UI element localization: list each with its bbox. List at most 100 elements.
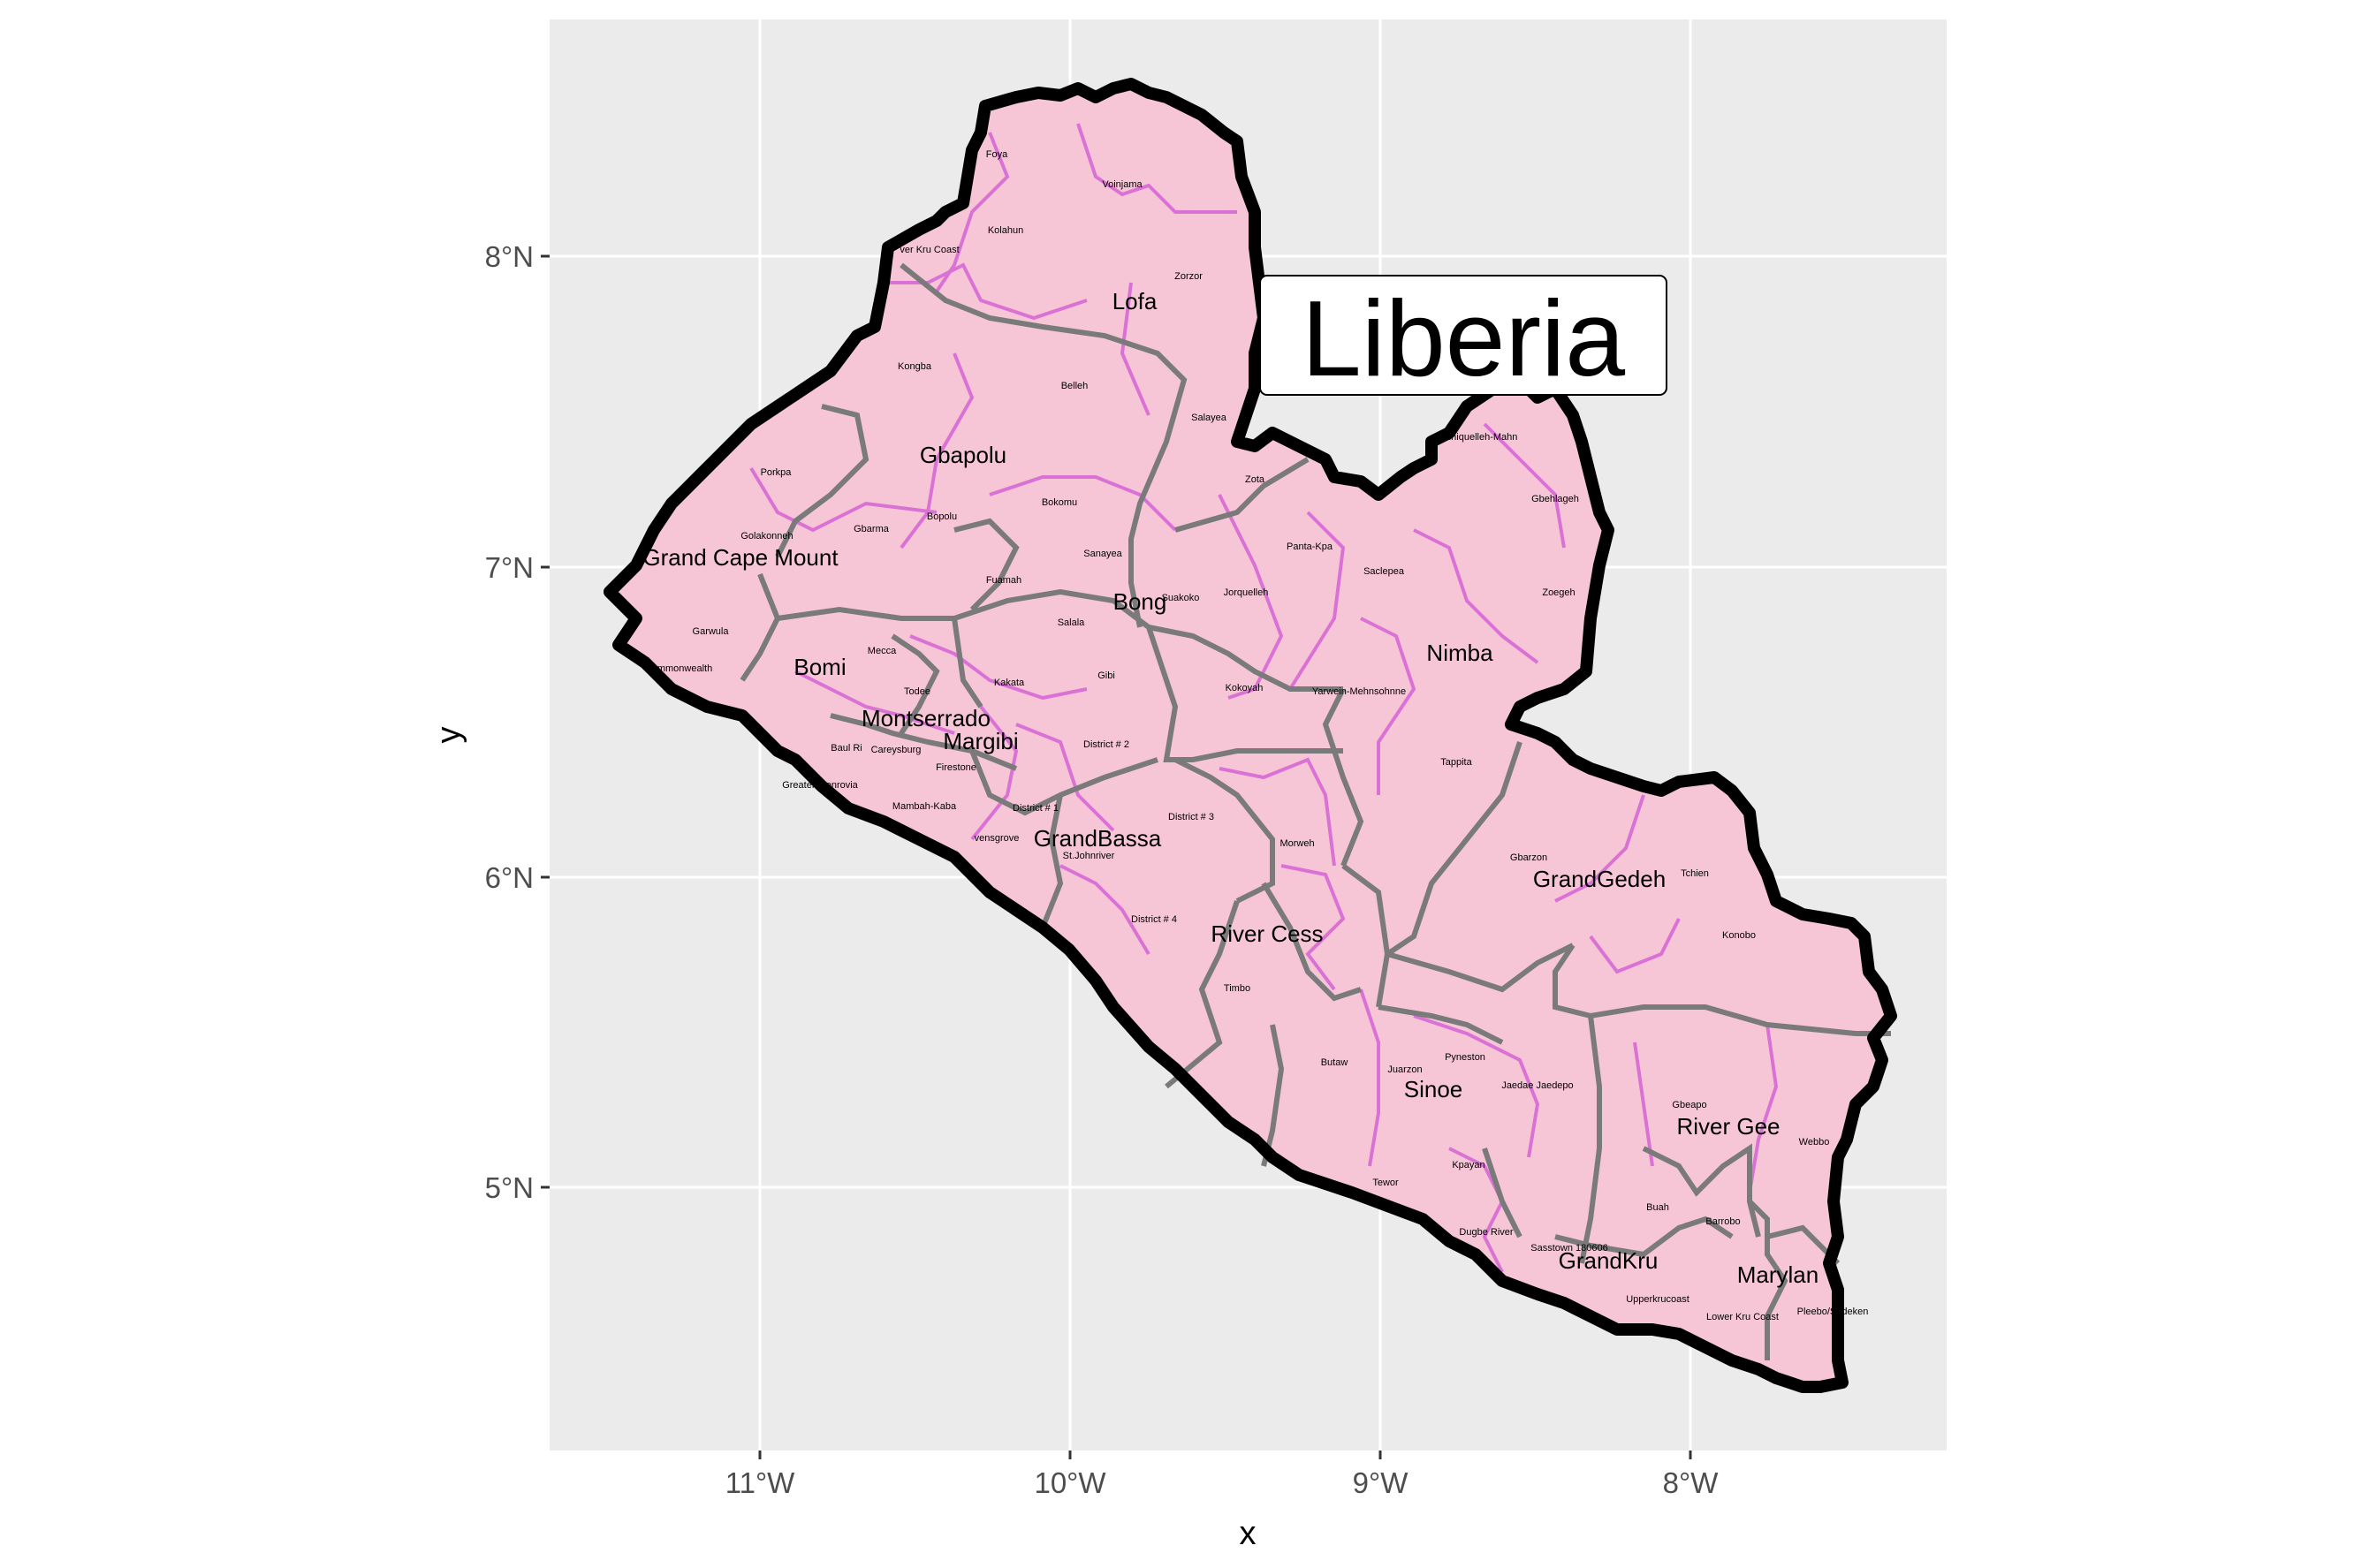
district-label: Todee: [904, 686, 930, 697]
y-tick-label: 6°N: [485, 861, 534, 894]
x-axis-title: x: [1240, 1515, 1257, 1552]
district-label: Tappita: [1440, 757, 1472, 768]
district-label: Gbarma: [854, 524, 890, 534]
district-label: Buah: [1646, 1202, 1669, 1213]
county-borders: [740, 262, 1891, 1360]
district-label: Zoegeh: [1542, 587, 1575, 598]
county-label-grandgedeh: GrandGedeh: [1533, 866, 1666, 892]
district-label: District # 2: [1083, 739, 1129, 750]
x-tick-label: 10°W: [1034, 1466, 1106, 1499]
x-tick-label: 9°W: [1353, 1466, 1409, 1499]
district-label: Lower Kru Coast: [1706, 1312, 1779, 1322]
liberia-country-shape: [610, 84, 1891, 1387]
district-label: Porkpa: [761, 467, 793, 478]
district-label: Jaedae Jaedepo: [1501, 1080, 1573, 1091]
district-label: Kpayan: [1452, 1160, 1484, 1170]
axis-ticks: [541, 254, 1692, 1459]
district-label: Baul Ri: [831, 743, 862, 754]
county-label-bomi: Bomi: [793, 654, 846, 680]
district-label: Greater Monrovia: [782, 780, 858, 791]
district-label: District # 1: [1013, 803, 1059, 814]
x-tick-label: 11°W: [725, 1466, 795, 1499]
y-axis-title: y: [430, 727, 467, 744]
district-label: Pyneston: [1445, 1052, 1485, 1063]
county-label-nimba: Nimba: [1426, 640, 1493, 666]
district-label: Belleh: [1061, 381, 1089, 391]
district-borders: [749, 123, 1779, 1273]
county-label-montserrado: Montserrado: [862, 705, 991, 731]
district-label: Panta-Kpa: [1287, 542, 1333, 552]
district-label: Golakonneh: [740, 531, 793, 542]
county-label-gbapolu: Gbapolu: [920, 442, 1006, 468]
district-label: Kokoyah: [1226, 683, 1264, 693]
district-label: Commonwealth: [645, 663, 712, 674]
district-label: Juarzon: [1387, 1064, 1422, 1075]
district-label: Salayea: [1191, 413, 1227, 423]
district-labels: Foya Voinjama Kolahun Zorzor ver Kru Coa…: [645, 149, 1869, 1322]
district-label: Kongba: [898, 361, 932, 372]
county-label-maryland: Marylan: [1737, 1261, 1819, 1288]
district-label: Kakata: [994, 678, 1025, 688]
district-label: Kolahun: [988, 225, 1023, 236]
district-label: Garwula: [693, 626, 730, 637]
county-label-margibi: Margibi: [943, 728, 1018, 754]
y-tick-labels: 8°N 7°N 6°N 5°N: [485, 240, 534, 1204]
county-label-lofa: Lofa: [1112, 288, 1158, 314]
district-label: St.Johnriver: [1063, 851, 1115, 861]
x-tick-label: 8°W: [1663, 1466, 1720, 1499]
map-title-label: Liberia: [1259, 275, 1667, 398]
district-label: Foya: [986, 149, 1008, 160]
x-tick-labels: 11°W 10°W 9°W 8°W: [725, 1466, 1720, 1499]
district-label: Mecca: [868, 646, 897, 656]
district-label: vensgrove: [975, 833, 1020, 844]
country-border: [604, 78, 1897, 1393]
county-label-river-cess: River Cess: [1211, 920, 1323, 947]
district-label: Gbarzon: [1510, 852, 1547, 863]
county-label-sinoe: Sinoe: [1404, 1076, 1463, 1102]
district-label: Zorzor: [1174, 271, 1203, 282]
district-label: Yarwein-Mehnsohnne: [1312, 686, 1406, 697]
district-label: Careysburg: [871, 745, 922, 755]
county-label-river-gee: River Gee: [1676, 1113, 1780, 1140]
district-label: Saclepea: [1363, 566, 1405, 577]
district-label: Barrobo: [1705, 1216, 1740, 1227]
district-label: Sanniquelleh-Mahn: [1434, 432, 1518, 443]
district-label: Tewor: [1372, 1178, 1399, 1188]
district-label: Firestone: [936, 762, 976, 773]
district-label: Jorquelleh: [1224, 587, 1269, 598]
district-label: Fuamah: [986, 575, 1021, 586]
district-label: Webbo: [1799, 1137, 1830, 1148]
county-label-grandbassa: GrandBassa: [1034, 825, 1162, 852]
district-label: Tchien: [1681, 868, 1709, 879]
district-label: Zota: [1245, 474, 1265, 485]
county-labels: Lofa Gbapolu Grand Cape Mount Bomi Bong …: [642, 288, 1819, 1288]
district-label: ver Kru Coast: [900, 245, 959, 255]
district-label: Gibi: [1097, 670, 1115, 681]
district-label: Timbo: [1224, 983, 1250, 994]
y-tick-label: 5°N: [485, 1171, 534, 1204]
county-label-grand-cape-mount: Grand Cape Mount: [642, 544, 839, 571]
y-tick-label: 8°N: [485, 240, 534, 273]
district-label: Butaw: [1321, 1057, 1348, 1068]
district-label: Suakoko: [1162, 593, 1200, 603]
district-label: Voinjama: [1102, 179, 1143, 190]
county-label-bong: Bong: [1113, 588, 1167, 615]
y-tick-label: 7°N: [485, 551, 534, 584]
district-label: Mambah-Kaba: [892, 801, 957, 812]
district-label: District # 4: [1131, 914, 1177, 925]
district-label: Dugbe River: [1459, 1227, 1513, 1238]
district-label: Sanayea: [1083, 549, 1122, 559]
district-label: Upperkrucoast: [1626, 1294, 1689, 1305]
district-label: Gbehlageh: [1531, 494, 1579, 504]
district-label: Konobo: [1722, 930, 1756, 941]
county-label-grandkru: GrandKru: [1559, 1247, 1659, 1274]
district-label: Gbeapo: [1672, 1100, 1706, 1110]
district-label: Salala: [1058, 617, 1085, 628]
district-label: Morweh: [1279, 838, 1314, 849]
district-label: Sasstown 180606: [1530, 1243, 1607, 1254]
map-title: Liberia: [1302, 278, 1625, 398]
district-label: Pleebo/Sodeken: [1797, 1307, 1869, 1317]
district-label: Bopolu: [927, 511, 957, 522]
district-label: Bokomu: [1042, 497, 1077, 508]
